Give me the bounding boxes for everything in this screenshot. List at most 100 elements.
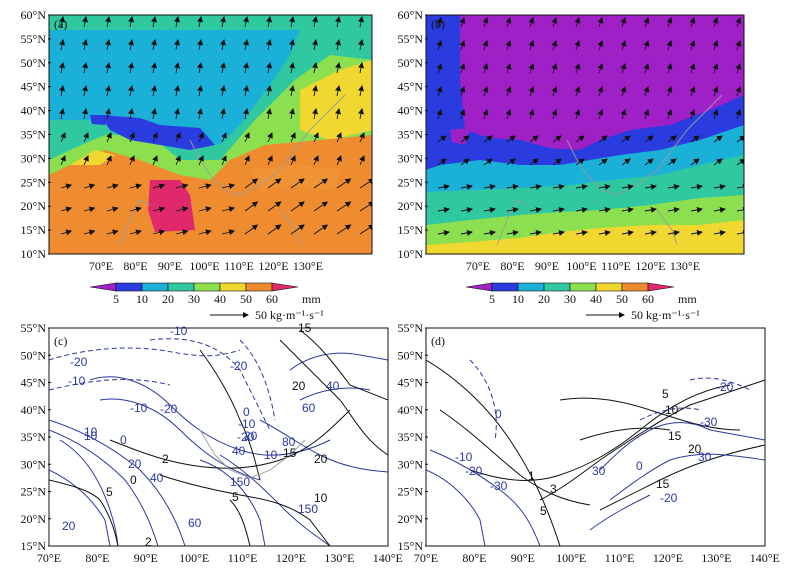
wind-vector-arrow — [312, 85, 318, 97]
wind-vector-arrow — [574, 86, 581, 97]
wind-vector-arrow — [359, 224, 372, 235]
wind-vector-arrow — [221, 183, 236, 190]
wind-vector-arrow — [220, 16, 226, 28]
panel-d-contours — [426, 328, 765, 546]
lat-tick-label: 45°N — [21, 376, 47, 390]
reference-vector-label: 50 kg·m⁻¹·s⁻¹ — [631, 308, 700, 322]
wind-vector-arrow — [105, 108, 111, 120]
contour-label: 80 — [282, 435, 296, 449]
lon-tick-label: 80°E — [462, 551, 486, 565]
wind-vector-arrow — [358, 16, 364, 28]
lat-tick-label: 55°N — [21, 32, 47, 46]
wind-vector-arrow — [221, 155, 227, 166]
colorbar-tick-label: 5 — [489, 292, 495, 306]
wind-vector-arrow — [105, 62, 111, 74]
wind-vector-arrow — [597, 63, 604, 74]
lon-tick-label: 110°E — [601, 259, 631, 273]
wind-vector-arrow — [735, 63, 742, 74]
panel-b-vectors — [436, 17, 744, 236]
lat-tick-label: 10°N — [398, 247, 424, 261]
colorbar-swatch — [219, 282, 247, 292]
wind-vector-arrow — [220, 62, 226, 74]
contour-label: 5 — [540, 504, 547, 518]
colorbar-swatch — [517, 282, 545, 292]
wind-vector-arrow — [220, 39, 226, 51]
wind-vector-arrow — [621, 183, 634, 190]
wind-vector-arrow — [266, 108, 272, 120]
wind-vector-arrow — [482, 86, 489, 97]
wind-vector-arrow — [83, 206, 96, 213]
contour-label: 60 — [188, 516, 202, 530]
colorbar-swatch — [491, 282, 519, 292]
lon-tick-label: 100°E — [556, 551, 586, 565]
contour-label: -20 — [237, 430, 255, 444]
wind-vector-arrow — [267, 224, 282, 235]
lat-tick-label: 30°N — [21, 457, 47, 471]
wind-vector-arrow — [643, 109, 650, 120]
contour-label: 3 — [550, 482, 557, 496]
wind-vector-arrow — [621, 206, 634, 213]
wind-vector-arrow — [643, 40, 650, 51]
wind-vector-arrow — [290, 201, 305, 212]
lon-tick-label: 90°E — [158, 259, 182, 273]
colorbar-tick-label: 20 — [538, 292, 550, 306]
wind-vector-arrow — [106, 229, 119, 236]
wind-vector-arrow — [598, 183, 611, 190]
wind-vector-arrow — [174, 108, 180, 120]
lat-tick-label: 25°N — [398, 485, 424, 499]
wind-vector-arrow — [621, 158, 631, 166]
wind-vector-arrow — [506, 158, 516, 166]
wind-vector-arrow — [174, 85, 180, 97]
colorbar-b: 5 10 20 30 40 50 60 mm 50 kg·m⁻¹·s⁻¹ — [465, 282, 700, 322]
contour-label: 15 — [668, 429, 682, 443]
wind-vector-arrow — [151, 62, 157, 74]
wind-vector-arrow — [482, 40, 489, 51]
wind-vector-arrow — [551, 40, 558, 51]
wind-vector-arrow — [483, 183, 496, 190]
wind-vector-arrow — [690, 206, 703, 213]
wind-vector-arrow — [483, 158, 493, 166]
contour-label: 15 — [298, 321, 312, 335]
wind-vector-arrow — [267, 155, 273, 166]
wind-vector-arrow — [83, 155, 89, 166]
colorbar-tick-label: 5 — [113, 292, 119, 306]
wind-vector-arrow — [220, 108, 226, 120]
wind-vector-arrow — [505, 40, 512, 51]
wind-vector-arrow — [552, 135, 562, 143]
wind-vector-arrow — [712, 40, 719, 51]
contour-label: -10 — [130, 401, 148, 415]
wind-vector-arrow — [83, 132, 89, 143]
wind-vector-arrow — [336, 224, 352, 235]
wind-vector-arrow — [437, 183, 450, 190]
wind-vector-arrow — [689, 40, 696, 51]
lat-tick-label: 45°N — [21, 80, 47, 94]
colorbar-swatch — [89, 282, 117, 292]
lon-tick-label: 130°E — [293, 259, 323, 273]
wind-vector-arrow — [459, 86, 466, 97]
lon-tick-label: 80°E — [123, 259, 147, 273]
wind-vector-arrow — [174, 39, 180, 51]
wind-vector-arrow — [267, 132, 273, 143]
contour-label: -20 — [716, 380, 734, 394]
lat-tick-label: 50°N — [21, 56, 47, 70]
colorbar-tick-label: 50 — [616, 292, 628, 306]
contour-label: 15 — [656, 477, 670, 491]
wind-vector-arrow — [666, 109, 673, 120]
wind-vector-arrow — [574, 17, 581, 28]
wind-vector-arrow — [690, 229, 703, 236]
lon-tick-label: 110°E — [228, 551, 258, 565]
lon-tick-label: 90°E — [535, 259, 559, 273]
lat-tick-label: 25°N — [398, 175, 424, 189]
contour-label: 20 — [128, 457, 142, 471]
lon-tick-label: 140°E — [373, 551, 403, 565]
wind-vector-arrow — [105, 85, 111, 97]
colorbar-swatch — [465, 282, 493, 292]
wind-vector-arrow — [106, 132, 112, 143]
wind-vector-arrow — [197, 39, 203, 51]
lat-tick-label: 20°N — [21, 199, 47, 213]
wind-vector-arrow — [358, 85, 364, 97]
wind-vector-arrow — [736, 158, 744, 166]
wind-vector-arrow — [598, 135, 608, 143]
